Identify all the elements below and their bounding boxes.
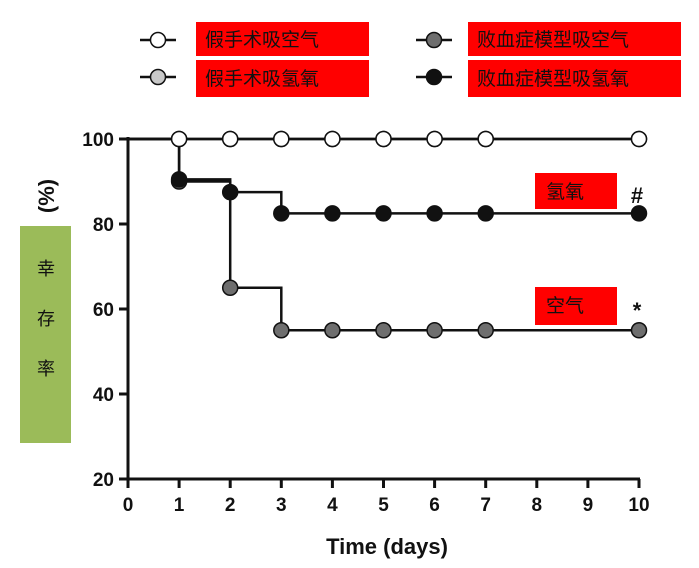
x-tick-label: 3 — [276, 495, 287, 516]
data-point — [221, 279, 239, 296]
y-axis-label-char: 幸 — [37, 259, 55, 280]
data-point — [477, 130, 494, 148]
data-point — [273, 322, 290, 339]
x-tick-label: 10 — [628, 495, 649, 516]
x-tick-label: 5 — [378, 495, 389, 516]
significance-mark-air: * — [633, 298, 642, 323]
legend-label-sepsis-air: 败血症模型吸空气 — [477, 29, 629, 51]
legend-item-sepsis-h2o2: 败血症模型吸氢氧 — [416, 60, 681, 97]
annotation-label-air: 空气 — [546, 295, 584, 317]
data-point — [375, 322, 392, 339]
legend-marker-sepsis-air — [425, 31, 443, 49]
legend-label-box — [468, 22, 681, 56]
annotation-box-air — [535, 287, 617, 325]
y-tick-label: 20 — [93, 470, 114, 491]
data-point — [426, 205, 443, 222]
y-axis-unit: (%) — [34, 179, 59, 213]
annotations: 氢氧 # 空气 * — [535, 173, 643, 325]
data-point — [630, 130, 648, 148]
y-tick-label: 80 — [93, 215, 114, 236]
data-point — [426, 130, 443, 148]
x-tick-label: 0 — [123, 495, 134, 516]
legend-label-box — [196, 22, 369, 56]
x-ticks: 0 1 2 3 4 5 6 7 8 9 10 — [123, 479, 650, 516]
data-point — [324, 205, 341, 222]
series-layer — [128, 130, 648, 339]
y-tick-label: 60 — [93, 300, 114, 321]
y-axis-label: (%) 幸 存 率 — [20, 179, 71, 443]
legend-marker-sham-air — [149, 31, 167, 49]
legend-marker-sepsis-h2o2 — [425, 68, 443, 86]
data-point — [375, 130, 392, 148]
series-0 — [128, 130, 648, 148]
legend-label-sham-air: 假手术吸空气 — [205, 29, 319, 51]
legend-item-sham-air: 假手术吸空气 — [140, 22, 369, 56]
annotation-box-h2o2 — [535, 173, 617, 209]
data-point — [477, 322, 494, 339]
data-point — [221, 183, 239, 201]
data-point — [273, 130, 290, 148]
y-axis-label-box — [20, 226, 71, 443]
data-point — [375, 205, 392, 222]
legend-item-sepsis-air: 败血症模型吸空气 — [416, 22, 681, 56]
legend: 假手术吸空气 假手术吸氢氧 败血症模型吸空气 败血症模型吸氢氧 — [140, 22, 681, 97]
data-point — [630, 205, 648, 222]
y-axis-label-char: 存 — [37, 309, 55, 330]
legend-label-sepsis-h2o2: 败血症模型吸氢氧 — [477, 68, 629, 90]
data-point — [170, 171, 188, 188]
x-tick-label: 7 — [480, 495, 491, 516]
x-tick-label: 2 — [225, 495, 236, 516]
legend-label-box — [468, 60, 681, 97]
data-point — [426, 322, 443, 339]
data-point — [170, 130, 188, 148]
data-point — [477, 205, 494, 222]
legend-marker-sham-h2o2 — [149, 68, 167, 86]
y-tick-label: 40 — [93, 385, 114, 406]
x-axis-title: Time (days) — [326, 534, 448, 559]
x-tick-label: 8 — [532, 495, 543, 516]
data-point — [324, 130, 341, 148]
series-3 — [128, 137, 648, 222]
x-tick-label: 9 — [583, 495, 594, 516]
annotation-label-h2o2: 氢氧 — [546, 181, 584, 203]
legend-item-sham-h2o2: 假手术吸氢氧 — [140, 60, 369, 97]
data-point — [273, 205, 290, 222]
data-point — [630, 322, 648, 339]
x-tick-label: 4 — [327, 495, 338, 516]
y-ticks: 20 40 60 80 100 — [82, 130, 128, 491]
significance-mark-h2o2: # — [631, 183, 643, 208]
data-point — [221, 130, 239, 148]
legend-label-box — [196, 60, 369, 97]
y-axis-label-char: 率 — [37, 359, 55, 380]
data-point — [324, 322, 341, 339]
legend-label-sham-h2o2: 假手术吸氢氧 — [205, 68, 319, 90]
x-tick-label: 6 — [429, 495, 440, 516]
x-tick-label: 1 — [174, 495, 185, 516]
y-tick-label: 100 — [82, 130, 114, 151]
